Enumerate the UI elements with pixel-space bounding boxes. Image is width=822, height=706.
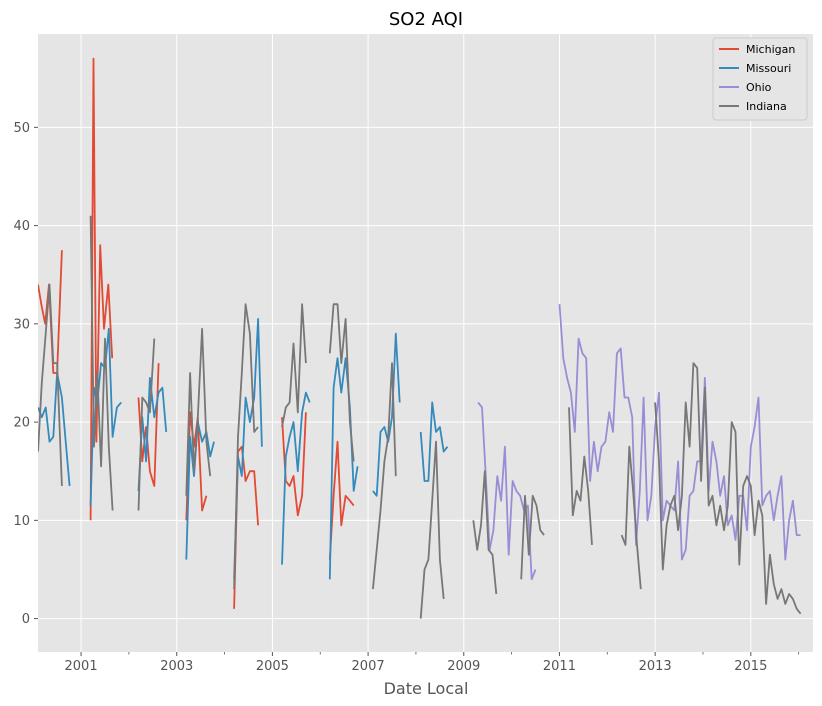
series-line-indiana — [419, 440, 445, 619]
series-line-indiana — [520, 494, 545, 580]
y-tick-label: 0 — [22, 612, 30, 627]
y-tick-label: 50 — [13, 121, 30, 136]
series-line-missouri — [137, 376, 168, 491]
x-tick-label: 2001 — [65, 659, 98, 674]
series-lines — [38, 57, 802, 619]
x-tick-label: 2015 — [734, 659, 767, 674]
series-line-missouri — [233, 317, 263, 580]
series-line-indiana — [38, 283, 63, 487]
series-line-michigan — [137, 363, 160, 487]
series-line-indiana — [137, 338, 156, 511]
series-line-missouri — [185, 421, 215, 560]
series-line-missouri — [38, 372, 71, 487]
legend-label-indiana: Indiana — [746, 100, 787, 113]
series-line-indiana — [233, 303, 259, 590]
series-line-indiana — [568, 407, 593, 545]
x-tick-label: 2011 — [543, 659, 576, 674]
x-tick-label: 2005 — [256, 659, 289, 674]
legend: Michigan Missouri Ohio Indiana — [712, 37, 808, 121]
x-tick-label: 2009 — [447, 659, 480, 674]
x-axis-label: Date Local — [384, 679, 469, 698]
y-tick-label: 10 — [13, 514, 30, 529]
plot-background — [38, 34, 813, 652]
series-line-indiana — [328, 303, 355, 462]
legend-label-missouri: Missouri — [746, 62, 791, 75]
series-line-indiana — [372, 362, 397, 590]
x-tick-label: 2007 — [352, 659, 385, 674]
series-line-missouri — [372, 332, 401, 497]
plot-area: 2001 2003 2005 2007 2009 2011 2013 2015 0 10 20 30 4… — [13, 34, 813, 674]
legend-box — [712, 37, 808, 121]
x-tick-label: 2013 — [639, 659, 672, 674]
series-line-missouri — [419, 401, 449, 482]
series-line-indiana — [654, 362, 802, 615]
x-tick-label: 2003 — [160, 659, 193, 674]
series-line-michigan — [328, 440, 355, 560]
chart-title: SO2 AQI — [389, 9, 463, 30]
series-line-indiana — [185, 327, 212, 496]
series-line-indiana — [472, 470, 498, 595]
y-tick-label: 40 — [13, 219, 30, 234]
series-line-indiana — [89, 215, 114, 511]
legend-label-michigan: Michigan — [746, 43, 795, 56]
series-line-michigan — [89, 57, 114, 521]
series-line-missouri — [281, 391, 311, 565]
series-line-missouri — [328, 357, 359, 580]
legend-label-ohio: Ohio — [746, 81, 772, 94]
y-tick-label: 20 — [13, 416, 30, 431]
y-tick-label: 30 — [13, 317, 30, 332]
series-line-missouri — [89, 327, 122, 506]
series-line-indiana — [620, 445, 642, 590]
series-line-indiana — [281, 303, 307, 428]
